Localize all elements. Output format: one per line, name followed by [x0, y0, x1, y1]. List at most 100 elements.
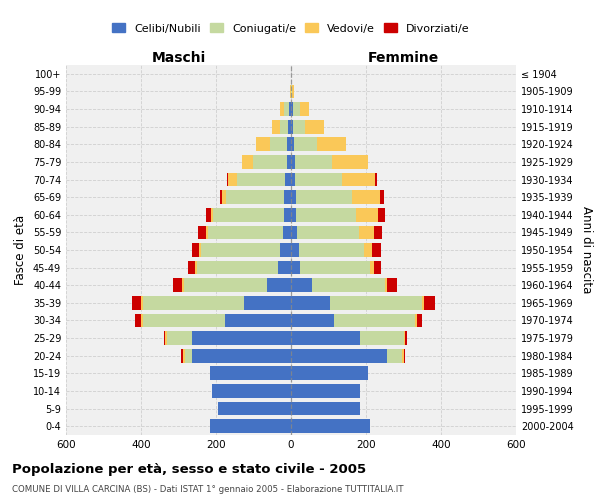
- Bar: [188, 260, 196, 274]
- Bar: [226, 190, 284, 204]
- Text: COMUNE DI VILLA CARCINA (BS) - Dati ISTAT 1° gennaio 2005 - Elaborazione TUTTITA: COMUNE DI VILLA CARCINA (BS) - Dati ISTA…: [12, 485, 404, 494]
- Bar: [191, 243, 199, 257]
- Bar: [293, 120, 305, 134]
- Bar: [291, 278, 311, 292]
- Bar: [291, 331, 361, 345]
- Bar: [185, 349, 191, 362]
- Bar: [294, 138, 317, 151]
- Bar: [253, 155, 287, 169]
- Bar: [416, 314, 422, 328]
- Bar: [242, 155, 253, 169]
- Bar: [201, 243, 280, 257]
- Bar: [373, 226, 382, 239]
- Bar: [181, 349, 183, 362]
- Bar: [288, 120, 291, 134]
- Bar: [141, 314, 143, 328]
- Bar: [401, 349, 404, 362]
- Bar: [199, 226, 206, 239]
- Bar: [406, 331, 407, 345]
- Bar: [404, 331, 406, 345]
- Bar: [284, 190, 291, 204]
- Bar: [380, 190, 383, 204]
- Bar: [291, 172, 295, 186]
- Bar: [374, 260, 381, 274]
- Bar: [376, 172, 377, 186]
- Bar: [415, 314, 416, 328]
- Bar: [143, 296, 244, 310]
- Bar: [182, 278, 184, 292]
- Bar: [299, 102, 309, 116]
- Bar: [341, 172, 376, 186]
- Bar: [229, 172, 236, 186]
- Bar: [227, 172, 229, 186]
- Bar: [271, 120, 280, 134]
- Bar: [352, 190, 380, 204]
- Bar: [283, 226, 291, 239]
- Bar: [290, 84, 291, 98]
- Bar: [311, 278, 385, 292]
- Legend: Celibi/Nubili, Coniugati/e, Vedovi/e, Divorziati/e: Celibi/Nubili, Coniugati/e, Vedovi/e, Di…: [108, 19, 474, 38]
- Bar: [332, 155, 368, 169]
- Bar: [289, 102, 291, 116]
- Bar: [196, 260, 197, 274]
- Bar: [291, 138, 294, 151]
- Bar: [284, 208, 291, 222]
- Bar: [278, 260, 291, 274]
- Bar: [284, 102, 289, 116]
- Bar: [385, 278, 386, 292]
- Bar: [183, 349, 185, 362]
- Bar: [221, 190, 226, 204]
- Bar: [287, 138, 291, 151]
- Bar: [291, 260, 301, 274]
- Bar: [211, 420, 291, 433]
- Bar: [291, 296, 331, 310]
- Bar: [291, 120, 293, 134]
- Bar: [291, 155, 295, 169]
- Bar: [266, 278, 291, 292]
- Bar: [166, 331, 167, 345]
- Bar: [220, 190, 221, 204]
- Bar: [334, 314, 415, 328]
- Bar: [286, 172, 291, 186]
- Bar: [291, 314, 334, 328]
- Bar: [212, 384, 291, 398]
- Bar: [299, 243, 364, 257]
- Bar: [291, 190, 296, 204]
- Bar: [143, 314, 226, 328]
- Bar: [191, 349, 291, 362]
- Bar: [317, 138, 346, 151]
- Bar: [167, 331, 191, 345]
- Bar: [244, 296, 291, 310]
- Bar: [141, 296, 143, 310]
- Bar: [280, 120, 288, 134]
- Bar: [280, 243, 291, 257]
- Bar: [291, 243, 299, 257]
- Bar: [291, 84, 292, 98]
- Bar: [291, 420, 370, 433]
- Bar: [296, 226, 359, 239]
- Text: Popolazione per età, sesso e stato civile - 2005: Popolazione per età, sesso e stato civil…: [12, 462, 366, 475]
- Bar: [386, 278, 397, 292]
- Bar: [386, 349, 401, 362]
- Bar: [291, 384, 361, 398]
- Bar: [331, 296, 422, 310]
- Bar: [271, 138, 287, 151]
- Bar: [364, 243, 373, 257]
- Bar: [291, 402, 361, 415]
- Bar: [378, 208, 385, 222]
- Bar: [291, 226, 296, 239]
- Bar: [226, 314, 291, 328]
- Bar: [197, 260, 278, 274]
- Bar: [291, 366, 368, 380]
- Bar: [287, 155, 291, 169]
- Y-axis label: Anni di nascita: Anni di nascita: [580, 206, 593, 294]
- Bar: [295, 172, 341, 186]
- Bar: [163, 331, 166, 345]
- Bar: [208, 226, 283, 239]
- Bar: [293, 102, 299, 116]
- Bar: [295, 155, 332, 169]
- Text: Femmine: Femmine: [368, 51, 439, 65]
- Y-axis label: Fasce di età: Fasce di età: [14, 215, 27, 285]
- Bar: [236, 172, 286, 186]
- Bar: [173, 278, 182, 292]
